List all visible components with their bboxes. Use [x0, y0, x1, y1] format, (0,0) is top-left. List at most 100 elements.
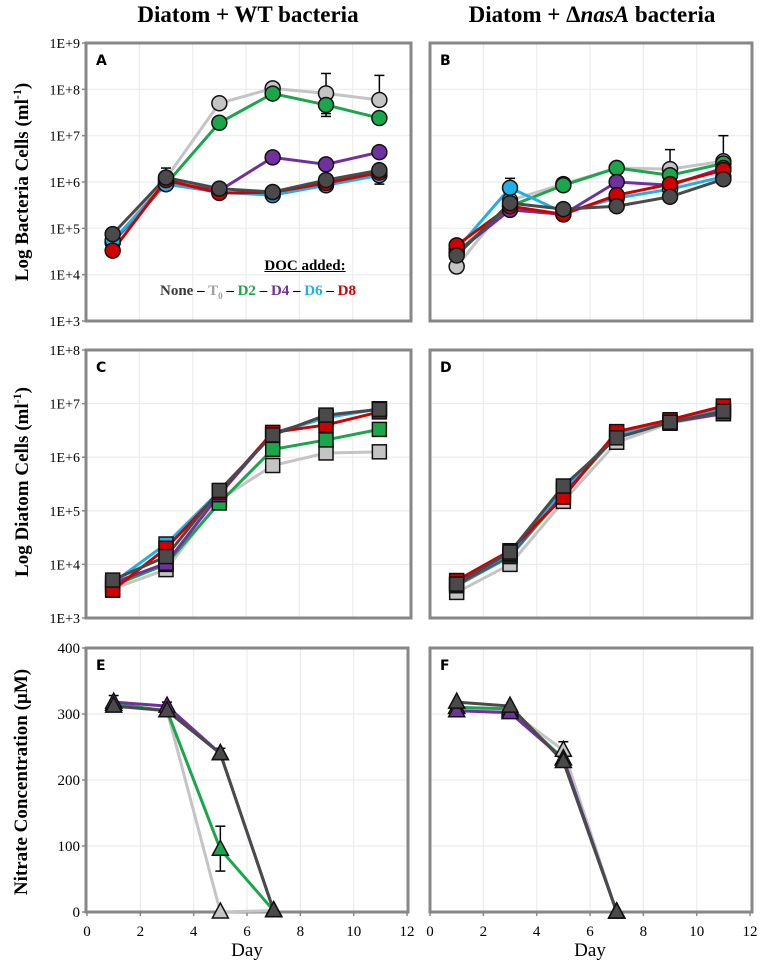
- panel-label: B: [440, 53, 451, 69]
- data-point-None: [104, 572, 121, 588]
- y-tick-label: 200: [58, 773, 81, 789]
- data-point-D2: [317, 96, 335, 114]
- data-point-None: [318, 407, 334, 423]
- y-tick-label: 1E+7: [50, 130, 80, 145]
- data-point-None: [608, 197, 625, 215]
- data-point-T0: [318, 445, 334, 461]
- series-line-None: [112, 407, 380, 582]
- legend-separator: –: [222, 283, 238, 299]
- legend-item: None: [160, 283, 194, 299]
- y-tick-label: 100: [58, 839, 81, 855]
- legend-separator: –: [322, 283, 338, 299]
- legend-item: D6: [304, 283, 323, 299]
- data-point-D2: [371, 421, 388, 438]
- x-tick-label: 6: [586, 924, 594, 940]
- data-point-None: [264, 900, 283, 918]
- panel-C: 1E+3 1E+4 1E+5 1E+6 1E+7 1E+8 C: [50, 344, 413, 627]
- y-tick-label: 1E+4: [50, 269, 80, 284]
- data-point-None: [715, 170, 732, 188]
- panel-border: [84, 348, 413, 620]
- legend-items: None – T0 – D2 – D4 – D6 – D8: [160, 283, 410, 301]
- column-title-wt: Diatom + WT bacteria: [137, 2, 359, 27]
- data-point-None: [501, 194, 519, 212]
- y-tick-label: 1E+6: [50, 176, 80, 191]
- series-line-None: [456, 700, 619, 913]
- y-tick-label: 300: [58, 707, 81, 723]
- legend-item: D4: [270, 283, 290, 299]
- data-point-None: [555, 200, 572, 218]
- y-tick-label: 0: [73, 905, 81, 921]
- x-tick-label: 10: [346, 924, 361, 940]
- y-tick-label: 1E+3: [50, 612, 80, 627]
- y-tick-label: 1E+9: [50, 37, 80, 52]
- x-axis-title-right: Day: [574, 940, 606, 961]
- column-title-nasa: Diatom + ΔnasA bacteria: [469, 2, 716, 28]
- panel-border: [84, 41, 413, 323]
- y-tick-label: 1E+4: [50, 558, 80, 573]
- y-tick-label: 1E+5: [50, 505, 80, 520]
- title-gene: nasA: [580, 2, 630, 27]
- data-point-None: [662, 414, 678, 430]
- data-point-None: [661, 188, 679, 206]
- data-point-None: [211, 180, 228, 197]
- panel-label: F: [440, 658, 450, 674]
- data-point-None: [317, 171, 335, 189]
- legend-separator: –: [193, 283, 209, 299]
- data-point-D6: [501, 179, 519, 197]
- panel-label: E: [96, 658, 106, 674]
- data-point-D2: [318, 432, 334, 448]
- data-point-D8: [104, 242, 121, 259]
- panel-label: A: [96, 53, 107, 69]
- legend-separator: –: [255, 283, 271, 299]
- data-point-None: [715, 403, 732, 419]
- data-point-None: [500, 695, 520, 713]
- x-tick-label: 12: [743, 924, 758, 940]
- panel-B: B: [428, 41, 754, 323]
- data-point-None: [104, 695, 123, 713]
- x-tick-label: 8: [640, 924, 648, 940]
- data-point-D2: [555, 177, 572, 194]
- data-point-T0: [371, 91, 388, 109]
- panel-border: [428, 646, 754, 914]
- x-axis-title-left: Day: [231, 940, 263, 961]
- data-point-None: [157, 169, 175, 186]
- data-point-D2: [264, 441, 281, 458]
- y-tick-label: 1E+6: [50, 451, 80, 466]
- x-tick-label: 12: [400, 924, 415, 940]
- x-tick-label: 6: [243, 924, 251, 940]
- y-tick-label: 1E+5: [50, 222, 80, 237]
- series-line-D8: [111, 171, 380, 252]
- data-point-None: [448, 247, 465, 264]
- data-point-D2: [211, 838, 230, 857]
- legend-item: D8: [337, 283, 356, 299]
- data-point-D4: [371, 143, 388, 161]
- series-line-None: [111, 168, 380, 236]
- legend-header: DOC added:: [264, 258, 346, 274]
- data-point-None: [447, 691, 466, 709]
- data-point-D2: [371, 109, 388, 127]
- panel-label: D: [440, 360, 452, 376]
- x-tick-label: 2: [480, 924, 488, 940]
- y-tick-label: 1E+3: [50, 315, 80, 330]
- x-tick-label: 10: [689, 924, 704, 940]
- panel-A: 1E+3 1E+4 1E+5 1E+6 1E+7 1E+8 1E+9 A: [50, 37, 413, 330]
- data-point-T0: [211, 95, 228, 112]
- x-tick-label: 0: [426, 924, 434, 940]
- y-tick-label: 400: [58, 641, 81, 657]
- data-point-None: [211, 743, 230, 761]
- data-point-None: [607, 901, 626, 919]
- data-point-None: [264, 183, 281, 201]
- data-point-None: [448, 576, 465, 592]
- panel-D: D: [428, 348, 754, 620]
- y-tick-label: 1E+7: [50, 398, 80, 413]
- data-point-T0: [211, 901, 230, 919]
- data-point-None: [554, 750, 573, 769]
- data-point-None: [502, 544, 518, 560]
- panel-E: 0 100 200 300 400 0 2 4 6 8 10 12 E: [58, 641, 415, 940]
- series-line-None: [113, 704, 276, 912]
- title-part: Diatom +: [468, 2, 567, 27]
- data-point-D2: [264, 85, 281, 102]
- data-point-T0: [264, 457, 281, 474]
- title-part: bacteria: [629, 2, 716, 27]
